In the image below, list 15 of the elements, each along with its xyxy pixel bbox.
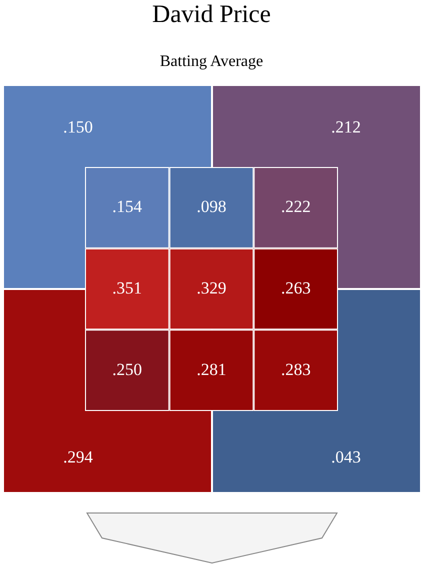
- data-label: .351: [112, 278, 142, 298]
- data-label: .098: [196, 197, 226, 216]
- data-label: .150: [63, 117, 93, 136]
- data-label: .294: [63, 447, 94, 466]
- data-label: .043: [331, 447, 361, 466]
- data-label: .250: [112, 360, 142, 379]
- data-label: .212: [331, 117, 361, 136]
- data-label: .329: [196, 278, 226, 298]
- data-label: .154: [112, 197, 143, 216]
- chart-title: David Price: [151, 0, 272, 30]
- chart-subtitle: Batting Average: [158, 52, 264, 72]
- data-label: .281: [196, 360, 226, 379]
- data-label: .283: [280, 360, 311, 379]
- data-label: .263: [280, 278, 311, 298]
- data-label: .222: [280, 197, 311, 216]
